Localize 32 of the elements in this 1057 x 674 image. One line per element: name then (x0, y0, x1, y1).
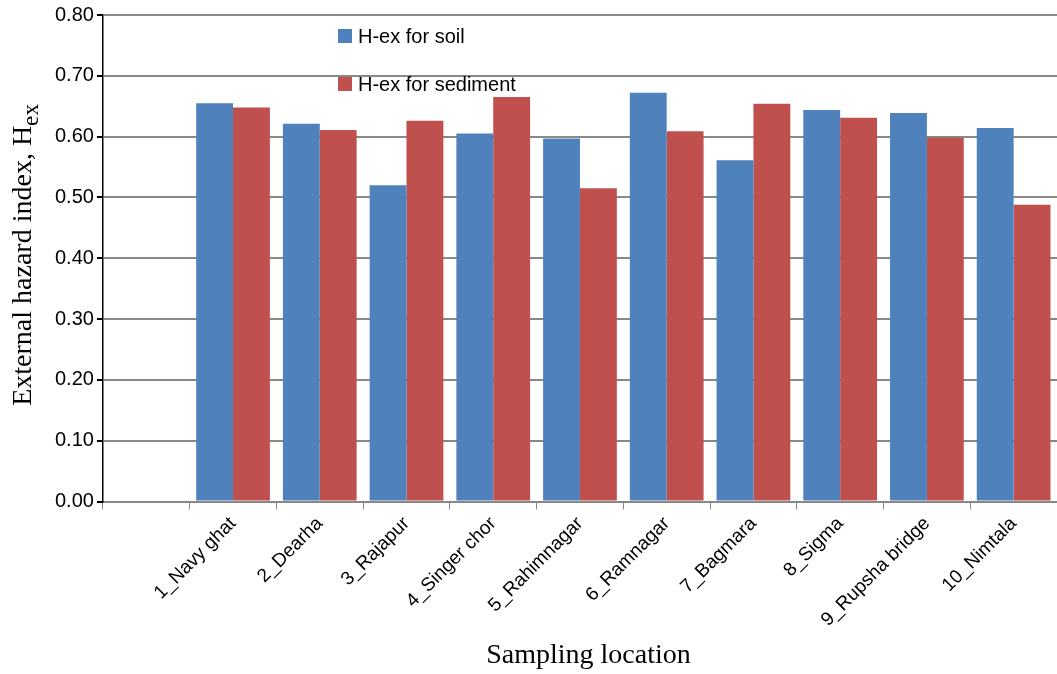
bar (282, 123, 320, 501)
x-axis-title: Sampling location (485, 638, 692, 670)
bar (716, 160, 754, 501)
bar (233, 107, 270, 501)
y-tick-label: 0.80 (54, 2, 94, 25)
bar (543, 138, 580, 501)
y-tick-label: 0.10 (54, 428, 94, 451)
bar (493, 97, 531, 501)
bar (926, 137, 964, 501)
bar (753, 103, 791, 501)
y-tick-label: 0.30 (54, 306, 94, 329)
y-tick-label: 0.70 (54, 63, 94, 86)
y-tick-label: 0.60 (54, 124, 94, 147)
bar (1013, 204, 1051, 501)
y-tick-label: 0.00 (54, 489, 94, 512)
bar (196, 103, 234, 501)
bar (890, 112, 927, 501)
y-tick-label: 0.20 (54, 367, 94, 390)
y-tick-label: 0.40 (54, 245, 94, 268)
legend-label: H-ex for sediment (358, 72, 516, 96)
legend-label: H-ex for soil (358, 24, 465, 48)
bar (579, 188, 617, 501)
y-tick-label: 0.50 (54, 184, 94, 207)
bar (976, 128, 1014, 501)
bar (629, 92, 667, 501)
bar (840, 117, 878, 501)
bar (319, 129, 357, 501)
bar (456, 133, 494, 501)
bar (369, 185, 407, 501)
bar (803, 109, 841, 501)
bar (406, 120, 444, 501)
bar (666, 131, 704, 501)
